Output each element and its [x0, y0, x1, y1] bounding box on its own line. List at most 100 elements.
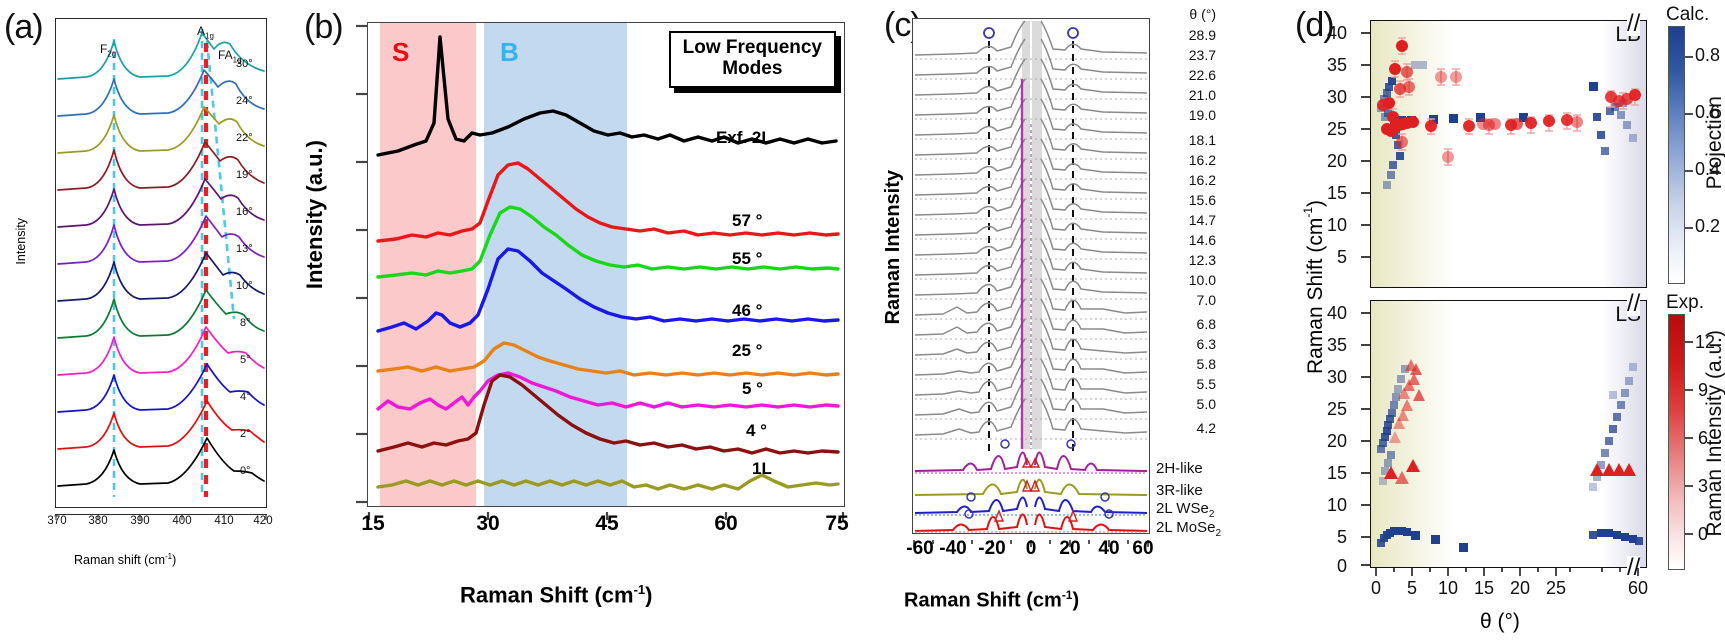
curve-label-b-4: 25 °	[732, 341, 763, 360]
ytick-d-bot-20: 20	[1327, 431, 1348, 451]
ytick-d-bot-25: 25	[1327, 399, 1348, 419]
xtick-a-2: 390	[130, 515, 150, 527]
xtick-c-3: 0	[1025, 538, 1037, 559]
ytick-d-top-25: 25	[1327, 119, 1348, 139]
cbar-bot-tick-6: 6	[1698, 428, 1709, 448]
panel-b-xticks	[367, 512, 845, 520]
xtick-b-4: 75	[825, 512, 849, 535]
angle-c-17: 5.5	[1196, 376, 1216, 392]
xtick-b-1: 30	[476, 512, 500, 535]
cbar-top-tick-08: 0.8	[1695, 45, 1721, 65]
curve-label-b-0: Exf. 2L	[716, 128, 772, 147]
panel-a-ylabel: Intensity	[14, 218, 28, 265]
ref-label-3r: 3R-like	[1156, 482, 1203, 499]
angle-c-0: 28.9	[1188, 27, 1216, 43]
angle-c-18: 5.0	[1196, 396, 1216, 412]
panel-c-ylabel: Raman Intensity	[882, 170, 904, 325]
band-s	[380, 23, 476, 506]
angle-c-4: 19.0	[1188, 107, 1216, 123]
angle-c-14: 6.8	[1196, 316, 1216, 332]
xtick-c-1: -40	[939, 538, 967, 559]
ytick-d-bot-30: 30	[1327, 367, 1348, 387]
cbar-top-tick-04: 0.4	[1695, 159, 1721, 179]
peak-label-f2g: F2g	[100, 42, 117, 59]
xtick-a-3: 400	[172, 515, 192, 527]
panel-c-xticks	[913, 540, 1149, 547]
panel-d: (d) LB	[1295, 0, 1725, 640]
angle-c-5: 18.1	[1188, 132, 1216, 148]
xtick-d-4: 20	[1509, 578, 1531, 598]
panel-c-xaxis: -60 -40 -20 0 20 40 60	[906, 535, 1153, 559]
xtick-c-4: 20	[1059, 538, 1081, 559]
colorbar-bottom-title: Raman Intensity (a.u.)	[1703, 330, 1725, 537]
angle-c-1: 23.7	[1188, 47, 1216, 63]
ytick-d-bot-40: 40	[1327, 303, 1348, 323]
angle-label-a-11: 0°	[240, 465, 251, 477]
panel-b-yticks	[356, 24, 367, 504]
xtick-b-3: 60	[714, 512, 738, 535]
angle-c-7: 16.2	[1188, 172, 1216, 188]
panel-a-xticks	[55, 514, 267, 520]
panel-a-xlabel: Raman shift (cm-1)	[74, 552, 177, 568]
panel-b-label: (b)	[304, 8, 344, 46]
xtick-b-2: 45	[595, 512, 619, 535]
ref-label-2h: 2H-like	[1156, 460, 1203, 477]
xtick-d-5: 25	[1545, 578, 1567, 598]
colorbar-top-title: Projection	[1703, 96, 1725, 190]
xtick-d-0: 0	[1370, 578, 1382, 598]
cbar-top-tick-06: 0.6	[1695, 102, 1721, 122]
panel-b-spectra	[376, 35, 840, 491]
panel-a-spectra	[57, 29, 265, 497]
ytick-d-top-40: 40	[1327, 23, 1348, 43]
ytick-d-top-15: 15	[1327, 183, 1348, 203]
colorbar-bottom-caption: Exp.	[1666, 292, 1705, 313]
axis-break-bottom: //	[1627, 290, 1641, 317]
cbar-top-tick-02: 0.2	[1695, 216, 1721, 236]
colorbar-top	[1668, 26, 1685, 284]
angle-c-11: 12.3	[1188, 252, 1216, 268]
lf-box-line2: Modes	[722, 57, 783, 79]
xtick-d-2: 10	[1437, 578, 1459, 598]
ytick-d-bot-35: 35	[1327, 335, 1348, 355]
panel-d-xticks	[1375, 568, 1639, 576]
angle-label-a-9: 4°	[240, 391, 251, 403]
band-s-label: S	[392, 37, 410, 67]
panel-c-xlabel: Raman Shift (cm-1)	[904, 588, 1080, 612]
guide-fa1g	[205, 40, 236, 320]
angle-c-9: 14.7	[1188, 212, 1216, 228]
gradient-left-top	[1371, 21, 1454, 287]
xtick-c-2: -20	[978, 538, 1006, 559]
xtick-d-1: 5	[1406, 578, 1418, 598]
low-frequency-modes-box: Low Frequency Modes	[668, 31, 836, 89]
axis-break-top: //	[1627, 10, 1641, 37]
curve-label-b-3: 46 °	[732, 301, 763, 320]
angle-label-a-8: 5°	[240, 354, 251, 366]
ytick-d-top-35: 35	[1327, 55, 1348, 75]
angle-c-15: 6.3	[1196, 336, 1216, 352]
xtick-a-5: 420	[253, 515, 273, 527]
curve-label-b-1: 57 °	[732, 211, 763, 230]
angle-c-13: 7.0	[1196, 292, 1216, 308]
gradient-right-bottom	[1602, 301, 1646, 567]
cbar-bot-tick-0: 0	[1698, 524, 1709, 544]
angle-label-a-3: 19°	[236, 169, 253, 181]
angle-label-a-10: 2°	[240, 428, 251, 440]
angle-c-2: 22.6	[1188, 67, 1216, 83]
panel-d-ylabel: Raman Shift (cm-1)	[1301, 200, 1327, 375]
xtick-d-3: 15	[1473, 578, 1495, 598]
colorbar-bottom	[1668, 314, 1685, 570]
angle-c-10: 14.6	[1188, 232, 1216, 248]
panel-b-ylabel: Intensity (a.u.)	[302, 140, 327, 290]
ref-label-mose2: 2L MoSe2	[1156, 519, 1222, 539]
angle-label-a-4: 16°	[236, 206, 253, 218]
panel-c-angle-header: θ (°)	[1189, 6, 1216, 22]
axis-break-xaxis: //	[1627, 554, 1641, 581]
band-b-label: B	[500, 37, 519, 67]
angle-c-12: 10.0	[1188, 272, 1216, 288]
panel-d-bottom-scatter	[1377, 359, 1643, 552]
panel-d-bottom-yticks	[1361, 312, 1370, 566]
xtick-b-0: 15	[361, 512, 385, 535]
curve-label-b-2: 55 °	[732, 249, 763, 268]
ytick-d-top-10: 10	[1327, 215, 1348, 235]
